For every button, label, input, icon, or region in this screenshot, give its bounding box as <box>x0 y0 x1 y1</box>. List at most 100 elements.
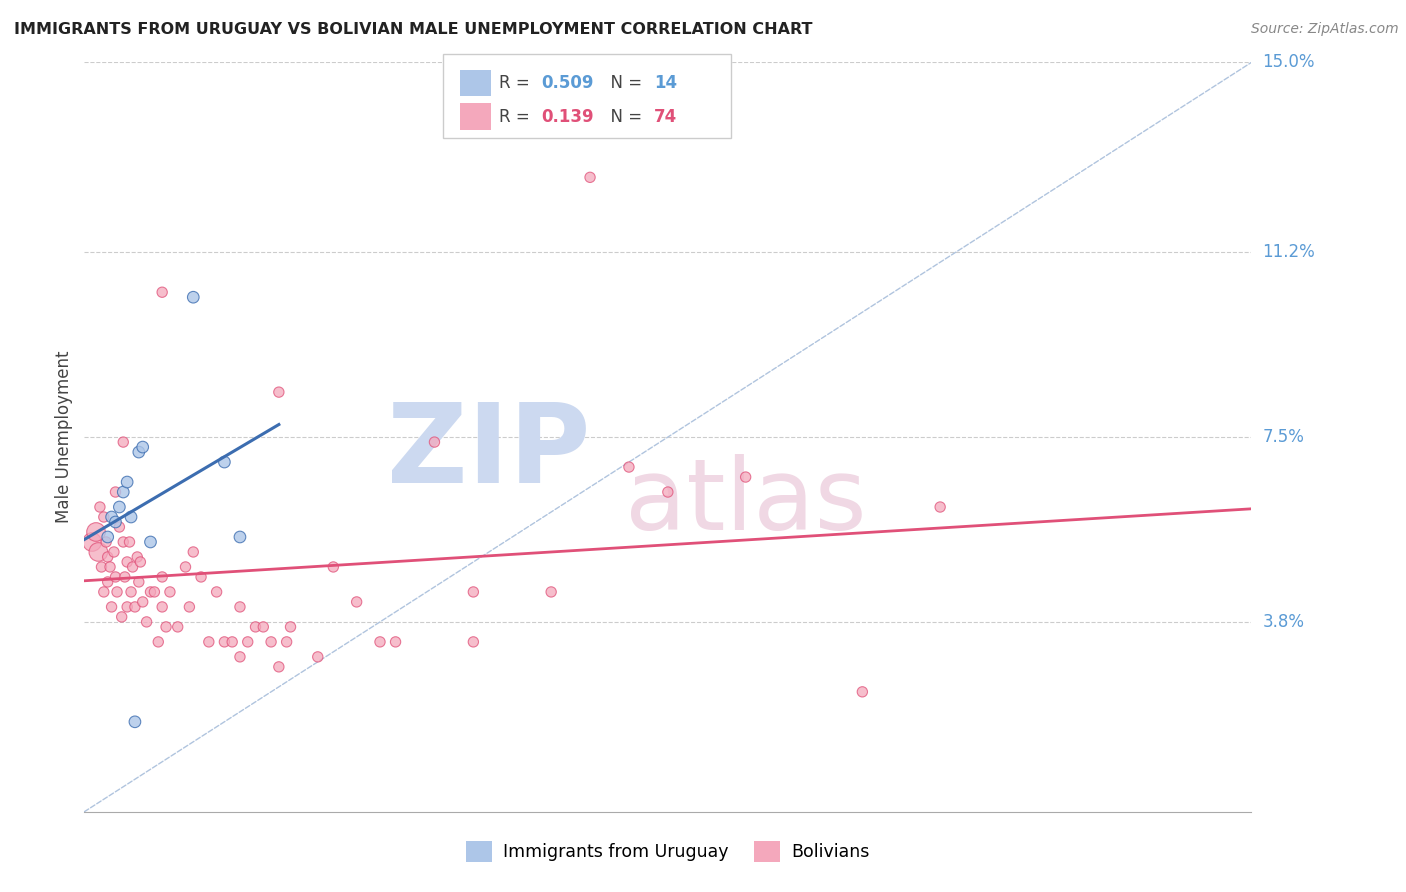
Point <box>260 635 283 649</box>
Text: N =: N = <box>600 74 648 92</box>
Legend: Immigrants from Uruguay, Bolivians: Immigrants from Uruguay, Bolivians <box>458 832 877 871</box>
Text: IMMIGRANTS FROM URUGUAY VS BOLIVIAN MALE UNEMPLOYMENT CORRELATION CHART: IMMIGRANTS FROM URUGUAY VS BOLIVIAN MALE… <box>14 22 813 37</box>
Point <box>267 385 290 400</box>
Point <box>104 515 127 529</box>
Point <box>143 585 166 599</box>
Point <box>384 635 406 649</box>
Point <box>148 635 170 649</box>
Point <box>128 574 150 589</box>
Point <box>463 585 485 599</box>
Point <box>100 510 122 524</box>
Point <box>129 555 152 569</box>
Point <box>139 585 162 599</box>
Point <box>322 560 344 574</box>
Point <box>579 170 602 185</box>
Text: atlas: atlas <box>624 453 866 550</box>
Point <box>929 500 952 514</box>
Point <box>115 555 138 569</box>
Point <box>229 599 252 614</box>
Point <box>214 635 236 649</box>
Point <box>155 620 177 634</box>
Text: 74: 74 <box>654 108 678 126</box>
Point <box>93 585 115 599</box>
Text: 0.509: 0.509 <box>541 74 593 92</box>
Point <box>132 595 155 609</box>
Text: N =: N = <box>600 108 648 126</box>
Point <box>89 500 111 514</box>
Point <box>307 649 329 664</box>
Point <box>82 535 104 549</box>
Point <box>97 549 120 564</box>
Text: 0.139: 0.139 <box>541 108 593 126</box>
Point <box>108 500 131 514</box>
Point <box>115 599 138 614</box>
Point <box>84 524 107 539</box>
Point <box>87 545 110 559</box>
Point <box>463 635 485 649</box>
Text: 3.8%: 3.8% <box>1263 613 1305 631</box>
Point <box>114 570 136 584</box>
Point <box>94 535 117 549</box>
Point <box>368 635 391 649</box>
Point <box>120 585 142 599</box>
Point <box>221 635 243 649</box>
Point <box>150 599 173 614</box>
Point <box>734 470 756 484</box>
Point <box>105 585 128 599</box>
Point <box>276 635 298 649</box>
Point <box>118 535 141 549</box>
Point <box>166 620 188 634</box>
Point <box>120 510 142 524</box>
Point <box>205 585 228 599</box>
Point <box>150 570 173 584</box>
Point <box>252 620 274 634</box>
Point <box>229 649 252 664</box>
Point <box>111 610 134 624</box>
Point <box>190 570 212 584</box>
Y-axis label: Male Unemployment: Male Unemployment <box>55 351 73 524</box>
Point <box>100 599 122 614</box>
Point <box>198 635 221 649</box>
Text: 11.2%: 11.2% <box>1263 244 1315 261</box>
Point <box>179 599 201 614</box>
Point <box>181 290 204 304</box>
Point <box>181 545 204 559</box>
Point <box>124 714 146 729</box>
Point <box>127 549 149 564</box>
Point <box>851 685 873 699</box>
Point <box>245 620 267 634</box>
Point <box>108 520 131 534</box>
Text: 15.0%: 15.0% <box>1263 54 1315 71</box>
Point <box>280 620 302 634</box>
Point <box>540 585 562 599</box>
Point <box>97 530 120 544</box>
Point <box>124 599 146 614</box>
Point <box>229 530 252 544</box>
Point <box>214 455 236 469</box>
Text: Source: ZipAtlas.com: Source: ZipAtlas.com <box>1251 22 1399 37</box>
Point <box>104 485 127 500</box>
Text: 14: 14 <box>654 74 676 92</box>
Point <box>98 560 121 574</box>
Point <box>174 560 197 574</box>
Point <box>236 635 259 649</box>
Point <box>139 535 162 549</box>
Point <box>657 485 679 500</box>
Point <box>159 585 181 599</box>
Point <box>423 435 446 450</box>
Point <box>121 560 143 574</box>
Point <box>90 560 112 574</box>
Point <box>104 570 127 584</box>
Point <box>112 535 135 549</box>
Point <box>97 574 120 589</box>
Point <box>132 440 155 454</box>
Point <box>115 475 138 489</box>
Text: R =: R = <box>499 74 536 92</box>
Point <box>267 660 290 674</box>
Text: R =: R = <box>499 108 536 126</box>
Point <box>346 595 368 609</box>
Point <box>93 510 115 524</box>
Point <box>617 460 640 475</box>
Text: 7.5%: 7.5% <box>1263 428 1305 446</box>
Text: ZIP: ZIP <box>387 399 591 506</box>
